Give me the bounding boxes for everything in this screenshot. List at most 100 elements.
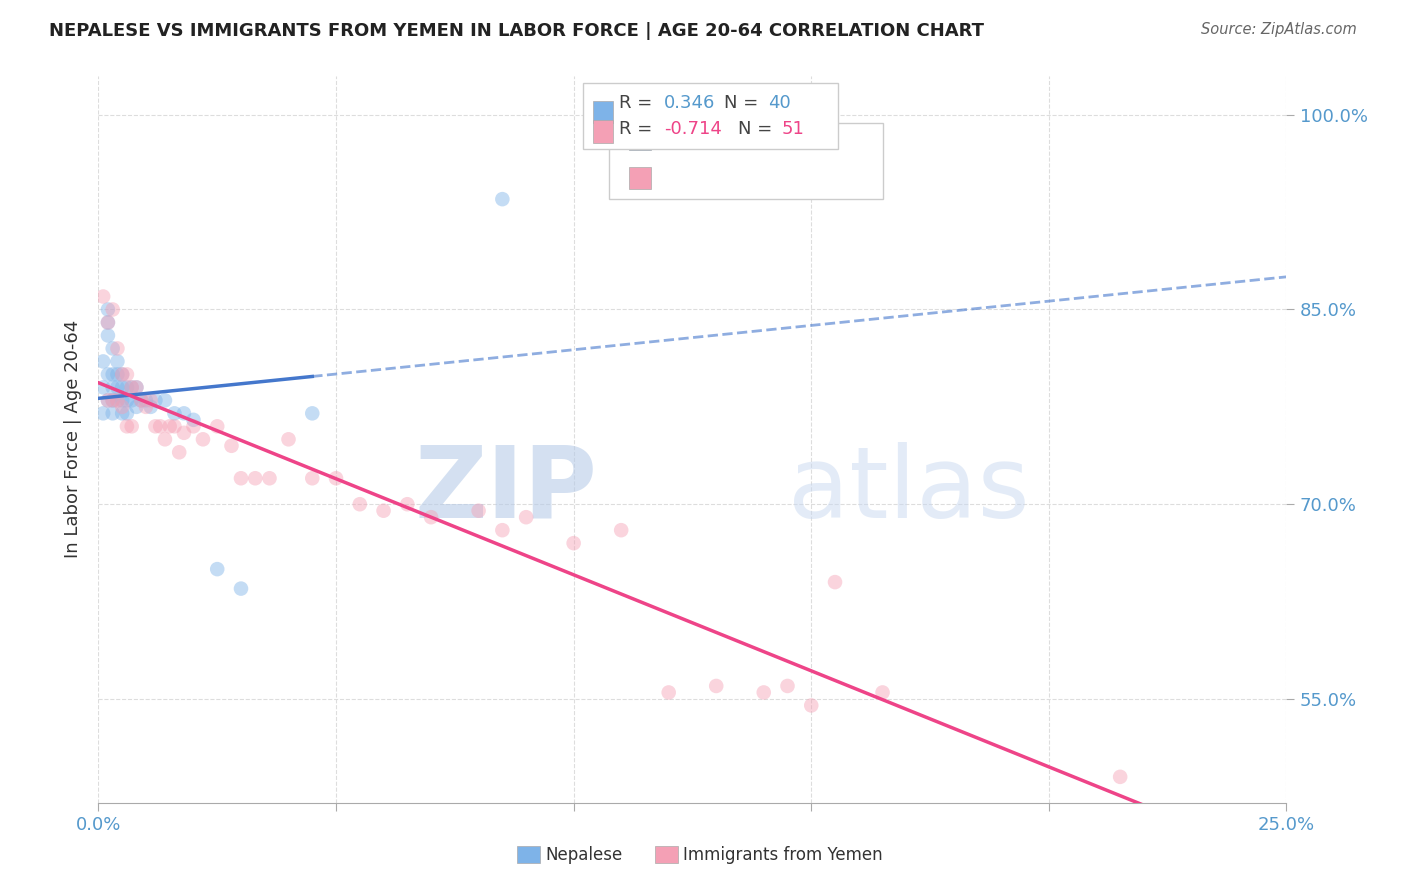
Point xyxy=(107,393,129,408)
Point xyxy=(515,510,537,524)
Point xyxy=(776,679,799,693)
Point xyxy=(129,393,152,408)
Text: NEPALESE VS IMMIGRANTS FROM YEMEN IN LABOR FORCE | AGE 20-64 CORRELATION CHART: NEPALESE VS IMMIGRANTS FROM YEMEN IN LAB… xyxy=(49,22,984,40)
Point xyxy=(373,504,395,518)
Point xyxy=(259,471,281,485)
Point xyxy=(91,406,114,420)
Point xyxy=(135,400,157,414)
Point xyxy=(97,368,120,382)
Point xyxy=(111,368,134,382)
Point xyxy=(173,425,195,440)
Point xyxy=(101,302,124,317)
Point xyxy=(129,393,152,408)
Point xyxy=(420,510,443,524)
Point xyxy=(101,393,124,408)
Y-axis label: In Labor Force | Age 20-64: In Labor Force | Age 20-64 xyxy=(63,320,82,558)
Point xyxy=(101,380,124,394)
Point xyxy=(872,685,894,699)
Point xyxy=(107,354,129,368)
Text: Source: ZipAtlas.com: Source: ZipAtlas.com xyxy=(1201,22,1357,37)
Point xyxy=(139,400,162,414)
Point xyxy=(125,380,148,394)
Point xyxy=(97,393,120,408)
Point xyxy=(191,433,214,447)
Point xyxy=(301,471,323,485)
Bar xyxy=(630,128,651,150)
Point xyxy=(491,192,513,206)
Point xyxy=(107,342,129,356)
Point xyxy=(163,419,186,434)
Point xyxy=(107,368,129,382)
Point xyxy=(139,393,162,408)
Text: ZIP: ZIP xyxy=(415,442,598,539)
Point xyxy=(111,406,134,420)
Point xyxy=(752,685,775,699)
Point xyxy=(301,406,323,420)
Point xyxy=(149,419,172,434)
Point xyxy=(97,316,120,330)
Point xyxy=(125,380,148,394)
Point xyxy=(159,419,181,434)
Text: N =: N = xyxy=(738,120,778,138)
Point xyxy=(183,413,205,427)
Point xyxy=(101,368,124,382)
Point xyxy=(125,400,148,414)
Point xyxy=(101,406,124,420)
Point xyxy=(115,380,138,394)
Text: R =: R = xyxy=(619,94,658,112)
Point xyxy=(467,504,489,518)
Point xyxy=(121,393,143,408)
Point xyxy=(91,380,114,394)
Point xyxy=(824,575,846,590)
Point xyxy=(153,433,176,447)
Point xyxy=(704,679,727,693)
Text: 40: 40 xyxy=(768,94,790,112)
Point xyxy=(121,419,143,434)
Point xyxy=(167,445,190,459)
Point xyxy=(97,393,120,408)
Point xyxy=(245,471,267,485)
Point xyxy=(97,316,120,330)
Point xyxy=(91,354,114,368)
Point xyxy=(610,523,633,537)
Point xyxy=(101,393,124,408)
Point xyxy=(121,380,143,394)
Point xyxy=(91,289,114,303)
Point xyxy=(111,400,134,414)
Point xyxy=(491,523,513,537)
Point xyxy=(97,328,120,343)
Point xyxy=(221,439,243,453)
Point xyxy=(153,393,176,408)
Point xyxy=(207,419,229,434)
Point xyxy=(183,419,205,434)
Text: 0.346: 0.346 xyxy=(664,94,716,112)
Point xyxy=(97,302,120,317)
Text: Nepalese: Nepalese xyxy=(546,846,623,863)
Text: 51: 51 xyxy=(782,120,804,138)
Point xyxy=(111,380,134,394)
Point xyxy=(229,471,252,485)
Point xyxy=(115,393,138,408)
Text: atlas: atlas xyxy=(787,442,1029,539)
Point xyxy=(163,406,186,420)
Bar xyxy=(630,167,651,188)
Point xyxy=(111,368,134,382)
Point xyxy=(107,380,129,394)
Point xyxy=(107,393,129,408)
Point xyxy=(135,393,157,408)
Text: -0.714: -0.714 xyxy=(664,120,721,138)
Point xyxy=(101,342,124,356)
Point xyxy=(121,380,143,394)
Point xyxy=(658,685,681,699)
Point xyxy=(115,419,138,434)
Point xyxy=(562,536,585,550)
Point xyxy=(207,562,229,576)
Point xyxy=(115,368,138,382)
Text: Immigrants from Yemen: Immigrants from Yemen xyxy=(683,846,883,863)
Point xyxy=(800,698,823,713)
FancyBboxPatch shape xyxy=(609,123,883,200)
Point xyxy=(349,497,371,511)
Text: R =: R = xyxy=(619,120,658,138)
Point xyxy=(277,433,299,447)
Point xyxy=(396,497,419,511)
